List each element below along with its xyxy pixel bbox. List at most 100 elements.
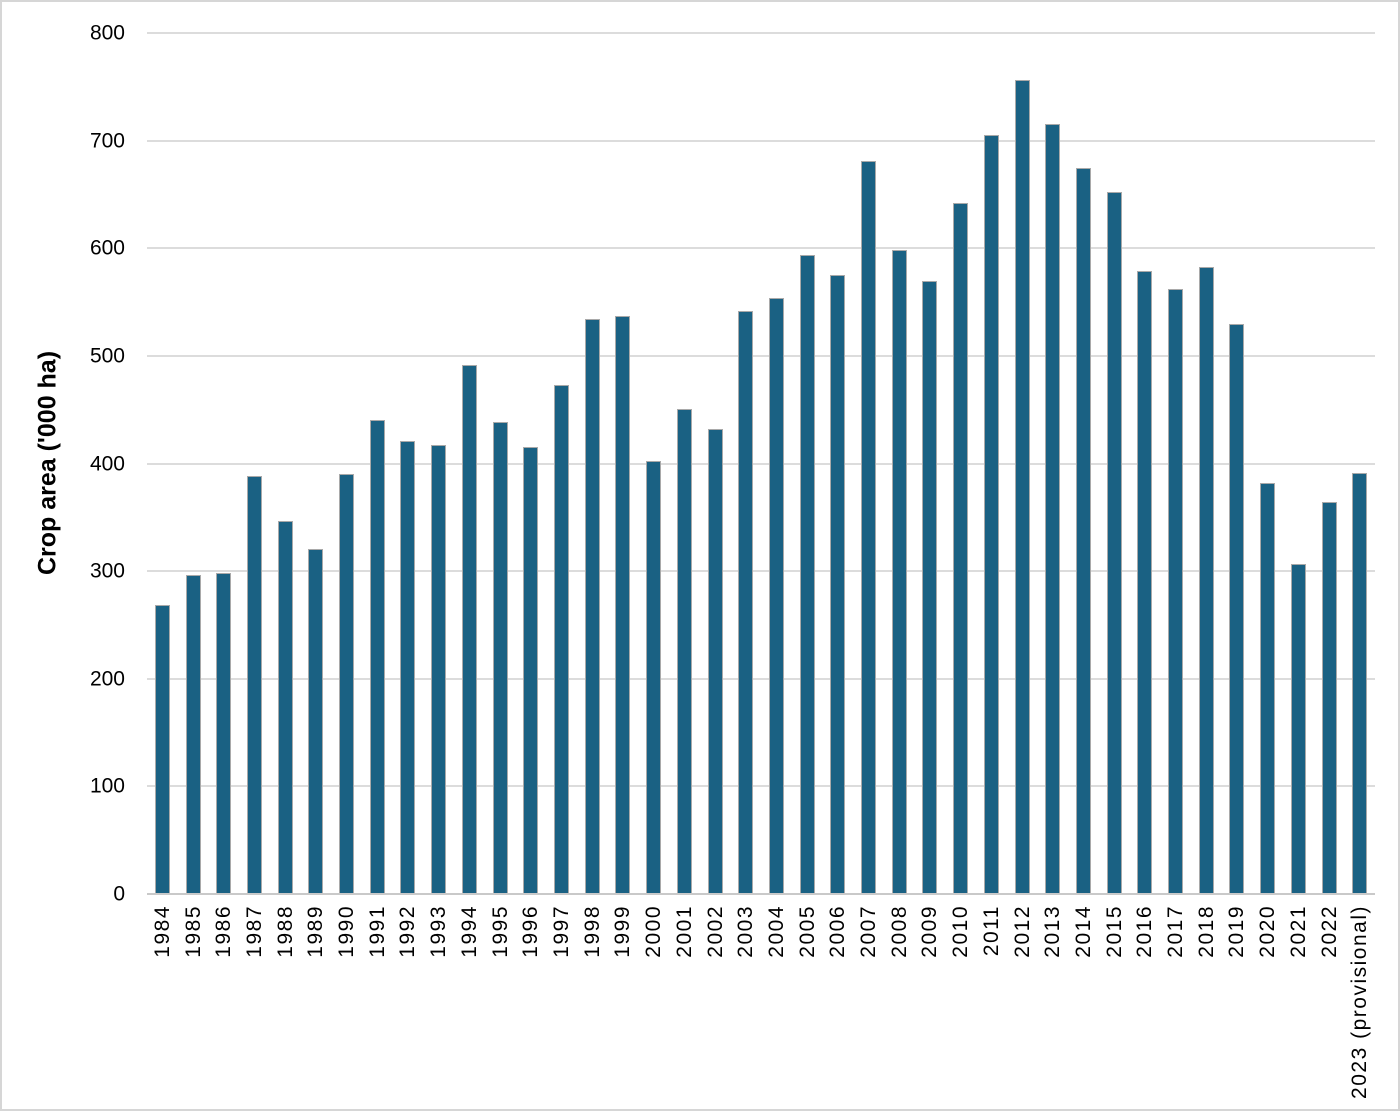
bar-2015: [1106, 192, 1122, 894]
x-tick-label-2001: 2001: [672, 905, 696, 958]
bar-slot: [915, 33, 946, 894]
x-label-slot: 1990: [331, 905, 362, 1105]
x-tick-label-1995: 1995: [488, 905, 512, 958]
bar-2013: [1045, 124, 1061, 894]
bar-2019: [1229, 323, 1245, 894]
bar-slot: [1283, 33, 1314, 894]
x-label-slot: 1994: [454, 905, 485, 1105]
x-tick-label-2002: 2002: [703, 905, 727, 958]
y-tick-label-600: 600: [89, 236, 125, 260]
bar-2020: [1260, 482, 1276, 894]
bar-2022: [1321, 502, 1337, 894]
x-label-slot: 2020: [1252, 905, 1283, 1105]
x-label-slot: 2005: [792, 905, 823, 1105]
x-label-slot: 2000: [638, 905, 669, 1105]
bar-slot: [301, 33, 332, 894]
bar-2007: [861, 161, 877, 894]
x-tick-label-1999: 1999: [611, 905, 635, 958]
x-tick-label-2014: 2014: [1071, 905, 1095, 958]
bar-2023: [1352, 473, 1368, 894]
gridline-100: [147, 785, 1375, 788]
gridline-500: [147, 354, 1375, 357]
bar-2016: [1137, 270, 1153, 894]
bar-slot: [423, 33, 454, 894]
bar-slot: [1068, 33, 1099, 894]
bar-2012: [1014, 80, 1030, 894]
bar-2003: [738, 310, 754, 894]
x-tick-label-2015: 2015: [1102, 905, 1126, 958]
plot-area: [147, 32, 1375, 895]
bar-slot: [208, 33, 239, 894]
x-label-slot: 1984: [147, 905, 178, 1105]
x-tick-label-2004: 2004: [764, 905, 788, 958]
bar-slot: [1007, 33, 1038, 894]
x-tick-label-1992: 1992: [396, 905, 420, 958]
x-label-slot: 1993: [423, 905, 454, 1105]
x-label-slot: 1989: [301, 905, 332, 1105]
bar-2009: [922, 280, 938, 894]
x-tick-label-1987: 1987: [242, 905, 266, 958]
bar-2011: [983, 135, 999, 894]
bar-slot: [700, 33, 731, 894]
x-tick-label-2022: 2022: [1317, 905, 1341, 958]
x-label-slot: 1999: [608, 905, 639, 1105]
x-label-slot: 1992: [393, 905, 424, 1105]
bar-slot: [792, 33, 823, 894]
bar-slot: [454, 33, 485, 894]
x-tick-label-2021: 2021: [1286, 905, 1310, 958]
x-tick-label-2017: 2017: [1164, 905, 1188, 958]
x-tick-label-2018: 2018: [1194, 905, 1218, 958]
bar-slot: [1130, 33, 1161, 894]
y-tick-label-800: 800: [89, 21, 125, 45]
bar-2017: [1168, 289, 1184, 894]
x-tick-label-1990: 1990: [335, 905, 359, 958]
y-tick-label-700: 700: [89, 129, 125, 153]
bar-slot: [730, 33, 761, 894]
bar-slot: [1160, 33, 1191, 894]
bar-2001: [676, 408, 692, 894]
x-tick-label-2013: 2013: [1041, 905, 1065, 958]
x-label-slot: 2012: [1007, 905, 1038, 1105]
bar-slot: [1252, 33, 1283, 894]
bar-slot: [147, 33, 178, 894]
gridline-600: [147, 247, 1375, 250]
y-tick-label-400: 400: [89, 452, 125, 475]
bar-slot: [546, 33, 577, 894]
bar-1999: [615, 316, 631, 894]
x-label-slot: 2001: [669, 905, 700, 1105]
bar-1986: [216, 573, 232, 894]
x-tick-label-2012: 2012: [1010, 905, 1034, 958]
bar-slot: [638, 33, 669, 894]
bar-2002: [707, 429, 723, 894]
bar-slot: [270, 33, 301, 894]
bar-1994: [461, 364, 477, 894]
x-label-slot: 2009: [915, 905, 946, 1105]
bar-slot: [1191, 33, 1222, 894]
x-tick-label-1993: 1993: [427, 905, 451, 958]
bar-slot: [1222, 33, 1253, 894]
bar-slot: [608, 33, 639, 894]
bar-1998: [584, 319, 600, 894]
x-tick-label-2016: 2016: [1133, 905, 1157, 958]
bar-2000: [646, 461, 662, 894]
bar-slot: [976, 33, 1007, 894]
x-label-slot: 2023 (provisional): [1344, 905, 1375, 1105]
bar-slot: [515, 33, 546, 894]
bar-2021: [1290, 563, 1306, 894]
x-label-slot: 2014: [1068, 905, 1099, 1105]
x-tick-label-1989: 1989: [304, 905, 328, 958]
x-label-slot: 2017: [1160, 905, 1191, 1105]
bar-1987: [246, 476, 262, 894]
gridline-400: [147, 462, 1375, 465]
gridline-800: [147, 32, 1375, 34]
x-tick-label-1986: 1986: [212, 905, 236, 958]
bar-slot: [393, 33, 424, 894]
y-tick-label-0: 0: [113, 882, 125, 906]
x-label-slot: 1996: [515, 905, 546, 1105]
bar-slot: [577, 33, 608, 894]
x-tick-label-2011: 2011: [979, 905, 1003, 957]
bar-slot: [239, 33, 270, 894]
x-label-slot: 2010: [945, 905, 976, 1105]
bar-slot: [884, 33, 915, 894]
